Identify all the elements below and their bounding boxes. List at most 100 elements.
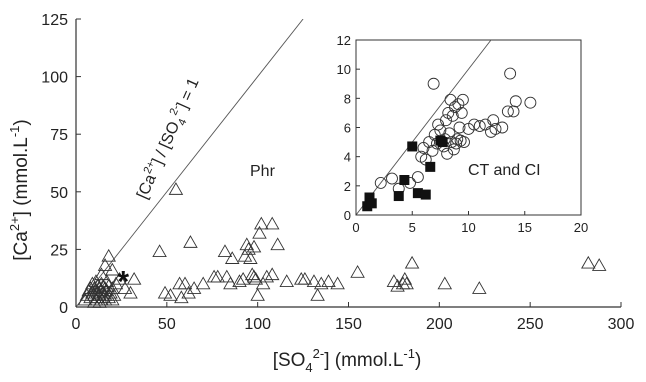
- triangle-point: [210, 269, 225, 283]
- main-y-tick-label: 100: [41, 70, 68, 87]
- main-x-tick-label: 150: [335, 316, 362, 333]
- triangle-point: [235, 271, 251, 285]
- circle-point: [473, 120, 486, 132]
- main-x-tick-label: 250: [517, 316, 544, 333]
- circle-point: [456, 93, 469, 106]
- square-point: [425, 161, 436, 172]
- triangle-point: [255, 276, 271, 290]
- triangle-point: [330, 276, 345, 290]
- ct-ci-label: CT and CI: [468, 162, 541, 179]
- triangle-point: [219, 269, 235, 283]
- triangle-point: [223, 276, 238, 290]
- triangle-point: [254, 216, 269, 230]
- triangle-point: [591, 258, 607, 271]
- main-x-tick-label: 300: [608, 316, 635, 333]
- main-marks: *: [77, 182, 607, 308]
- inset-ratio-line: [356, 40, 492, 215]
- triangle-point: [224, 251, 240, 264]
- inset-x-tick-label: 15: [518, 220, 532, 235]
- triangle-point: [112, 271, 127, 285]
- triangle-point: [103, 285, 118, 299]
- ratio-line-label: [Ca2+] / [SO42-] = 1: [131, 74, 206, 203]
- square-point: [364, 192, 375, 203]
- square-point: [407, 141, 418, 152]
- triangle-point: [123, 285, 138, 299]
- triangle-point: [243, 251, 258, 264]
- triangle-point: [248, 271, 264, 285]
- square-point: [437, 137, 448, 148]
- circle-point: [468, 118, 481, 131]
- circle-point: [509, 95, 522, 108]
- triangle-point: [246, 239, 262, 253]
- triangle-point: [117, 281, 133, 294]
- square-point: [420, 189, 431, 200]
- circle-point: [453, 121, 466, 134]
- triangle-point: [217, 244, 233, 258]
- triangle-point: [306, 274, 322, 287]
- svg-text:[Ca2+] / [SO42-] = 1: [Ca2+] / [SO42-] = 1: [131, 74, 206, 203]
- triangle-point: [105, 292, 120, 306]
- triangle-point: [297, 271, 313, 285]
- inset-y-tick-label: 12: [337, 33, 351, 48]
- inset-plot: 0 5 10 15 20 0 2 4 6 8 10 12: [337, 33, 589, 235]
- triangle-point: [250, 288, 265, 301]
- triangle-point: [101, 248, 116, 262]
- triangle-point: [399, 276, 414, 290]
- star-point: *: [117, 265, 129, 298]
- square-point: [412, 188, 423, 199]
- square-point: [393, 191, 404, 202]
- circle-point: [487, 114, 500, 127]
- phr-label: Phr: [250, 163, 276, 180]
- main-x-tick-label: 200: [426, 316, 453, 333]
- triangle-point: [105, 281, 120, 294]
- circle-point: [411, 171, 424, 184]
- triangle-point: [350, 265, 365, 278]
- main-x-tick-label: 0: [72, 316, 81, 333]
- inset-y-tick-label: 0: [344, 208, 351, 223]
- circle-point: [489, 123, 502, 135]
- inset-y-tick-label: 2: [344, 179, 351, 194]
- triangle-point: [97, 288, 113, 301]
- circle-point: [443, 127, 456, 140]
- inset-y-tick-label: 10: [337, 62, 351, 77]
- triangle-point: [177, 276, 193, 290]
- main-y-tick-label: 75: [50, 127, 68, 144]
- main-y-tick-label: 50: [50, 185, 68, 202]
- triangle-point: [106, 288, 122, 301]
- circle-point: [455, 106, 468, 119]
- triangle-point: [126, 271, 142, 285]
- triangle-point: [168, 182, 184, 195]
- inset-x-tick-label: 0: [352, 220, 359, 235]
- inset-marks: [362, 67, 537, 212]
- triangle-point: [397, 271, 413, 285]
- circle-point: [501, 105, 514, 118]
- circle-point: [504, 67, 517, 80]
- triangle-point: [181, 285, 196, 299]
- triangle-point: [252, 225, 267, 239]
- y-axis-title: [Ca2+] (mmol.L-1): [7, 119, 32, 260]
- square-point: [366, 198, 377, 209]
- triangle-point: [101, 278, 116, 292]
- main-y-tick-label: 125: [41, 12, 68, 29]
- circle-point: [426, 144, 439, 157]
- triangle-point: [264, 216, 280, 230]
- triangle-point: [163, 288, 178, 301]
- triangle-point: [157, 285, 173, 299]
- inset-y-tick-label: 6: [344, 121, 351, 136]
- triangle-point: [472, 281, 487, 294]
- triangle-point: [390, 278, 405, 292]
- triangle-point: [99, 283, 115, 297]
- x-axis-title: [SO42-] (mmol.L-1): [273, 346, 422, 375]
- triangle-point: [232, 274, 247, 287]
- square-point: [399, 175, 410, 185]
- circle-point: [441, 147, 454, 160]
- triangle-point: [99, 274, 115, 287]
- triangle-point: [108, 276, 124, 290]
- circle-point: [446, 109, 459, 122]
- circle-point: [386, 172, 398, 185]
- triangle-point: [437, 276, 453, 290]
- circle-point: [427, 77, 440, 90]
- circle-point: [524, 96, 537, 109]
- triangle-point: [183, 235, 198, 248]
